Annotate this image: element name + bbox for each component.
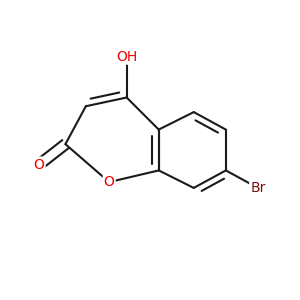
Text: OH: OH bbox=[116, 50, 137, 64]
Text: O: O bbox=[34, 158, 45, 172]
Text: Br: Br bbox=[250, 181, 266, 195]
Text: O: O bbox=[104, 175, 115, 189]
